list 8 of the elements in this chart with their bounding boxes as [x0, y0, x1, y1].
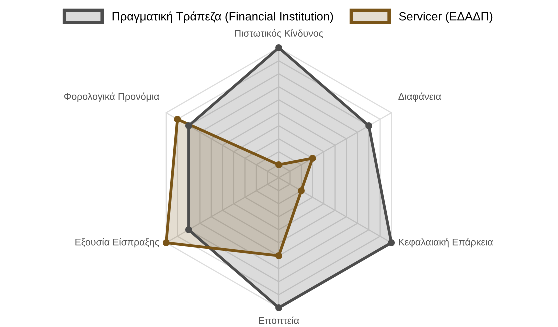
spoke-label: Φορολογικά Προνόμια — [64, 92, 160, 102]
spoke-label: Πιστωτικός Κίνδυνος — [235, 30, 324, 39]
spoke-label: Εποπτεία — [259, 316, 300, 324]
legend-label: Πραγματική Τράπεζα (Financial Institution) — [112, 12, 334, 24]
legend-label: Servicer (ΕΔΑΔΠ) — [399, 12, 493, 24]
spoke-label: Εξουσία Είσπραξης — [76, 238, 160, 248]
spoke-label: Διαφάνεια — [398, 92, 442, 102]
spoke-label: Κεφαλαιακή Επάρκεια — [399, 238, 494, 248]
